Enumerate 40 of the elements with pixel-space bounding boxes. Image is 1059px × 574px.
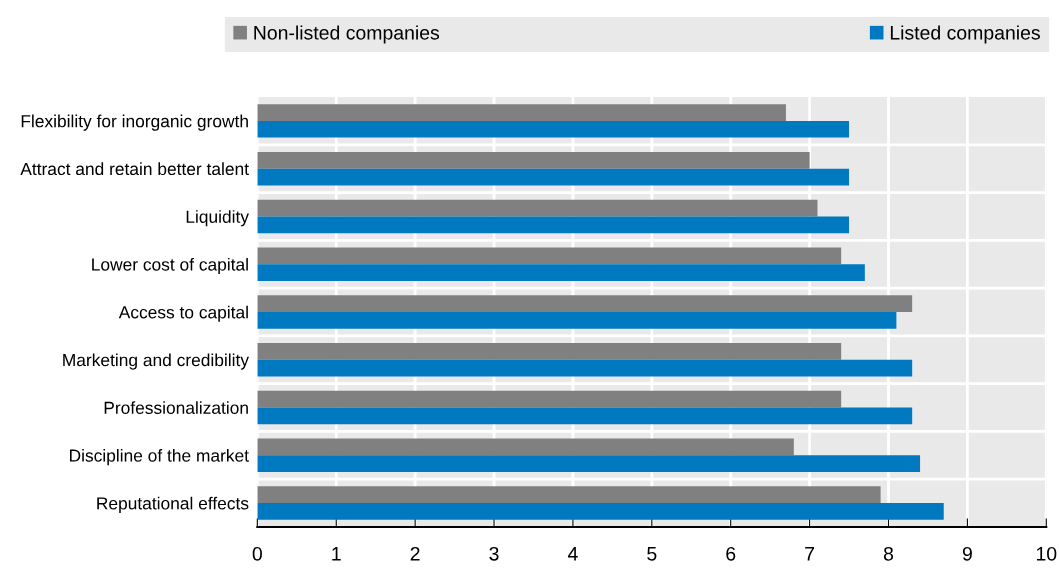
bar <box>257 151 810 169</box>
bar <box>257 295 913 312</box>
x-tick-label: 7 <box>805 547 815 561</box>
x-tick-label: 3 <box>489 546 499 561</box>
y-tick-label: Flexibility for inorganic growth <box>21 114 248 131</box>
x-tick-label: 5 <box>647 547 657 561</box>
bar <box>257 264 865 281</box>
y-tick-label: Reputational effects <box>97 496 249 513</box>
bar <box>257 216 850 234</box>
legend-label: Listed companies <box>890 25 1040 44</box>
y-tick-label: Access to capital <box>118 305 248 322</box>
x-tick-label: 2 <box>410 546 420 561</box>
bar <box>257 168 850 186</box>
bar <box>257 120 850 138</box>
bar <box>257 390 842 408</box>
x-tick-label: 8 <box>883 546 894 561</box>
x-tick-label: 4 <box>567 547 578 561</box>
y-tick-label: Marketing and credibility <box>63 353 249 370</box>
legend-label: Non-listed companies <box>254 25 440 44</box>
y-tick-label: Professionalization <box>104 401 248 414</box>
bar <box>257 503 944 520</box>
bar <box>257 311 897 329</box>
bar <box>257 438 794 456</box>
bar <box>257 486 881 504</box>
x-tick-label: 6 <box>726 546 736 561</box>
bar <box>257 455 921 472</box>
bar <box>257 104 786 121</box>
bar <box>257 199 818 217</box>
x-tick-label: 9 <box>962 546 972 561</box>
y-tick-label: Liquidity <box>186 210 249 227</box>
x-tick-label: 10 <box>1036 546 1057 561</box>
bar <box>257 343 842 360</box>
y-tick-label: Discipline of the market <box>70 448 249 466</box>
y-tick-label: Attract and retain better talent <box>20 162 249 176</box>
x-tick-label: 1 <box>332 547 341 561</box>
x-tick-label: 0 <box>252 546 262 561</box>
bar <box>257 359 913 377</box>
bar <box>257 247 842 265</box>
bar <box>257 407 913 425</box>
y-tick-label: Lower cost of capital <box>92 257 248 275</box>
